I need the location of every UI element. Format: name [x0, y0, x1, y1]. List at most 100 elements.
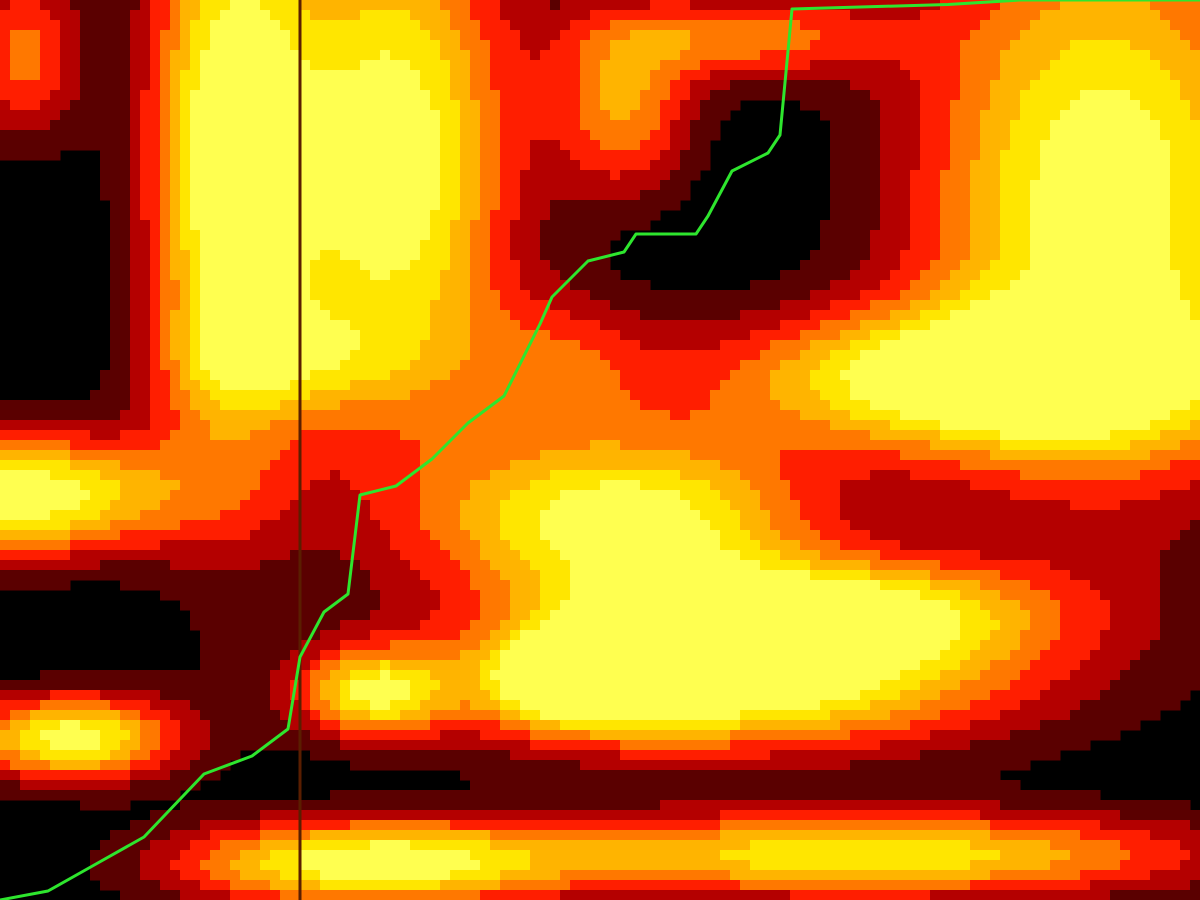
heatmap-cell	[200, 140, 211, 151]
heatmap-cell	[150, 290, 161, 301]
heatmap-cell	[910, 200, 921, 211]
heatmap-cell	[130, 290, 141, 301]
heatmap-cell	[700, 400, 711, 411]
heatmap-cell	[400, 30, 411, 41]
heatmap-cell	[340, 140, 351, 151]
heatmap-cell	[330, 100, 341, 111]
heatmap-cell	[40, 60, 51, 71]
heatmap-cell	[850, 110, 861, 121]
heatmap-cell	[170, 430, 181, 441]
heatmap-cell	[290, 280, 301, 291]
heatmap-cell	[880, 350, 891, 361]
heatmap-cell	[840, 240, 851, 251]
heatmap-cell	[1070, 80, 1081, 91]
heatmap-cell	[830, 260, 841, 271]
heatmap-cell	[20, 90, 31, 101]
heatmap-cell	[410, 370, 421, 381]
heatmap-cell	[900, 360, 911, 371]
heatmap-cell	[480, 430, 491, 441]
heatmap-cell	[650, 300, 661, 311]
heatmap-cell	[210, 240, 221, 251]
heatmap-cell	[950, 170, 961, 181]
heatmap-cell	[390, 260, 401, 271]
heatmap-cell	[410, 40, 421, 51]
heatmap-cell	[980, 250, 991, 261]
heatmap-cell	[460, 390, 471, 401]
heatmap-cell	[860, 60, 871, 71]
heatmap-cell	[1110, 40, 1121, 51]
heatmap-cell	[1190, 450, 1200, 461]
heatmap-cell	[950, 10, 961, 21]
heatmap-cell	[170, 380, 181, 391]
heatmap-cell	[490, 260, 501, 271]
heatmap-cell	[200, 350, 211, 361]
heatmap-cell	[740, 350, 751, 361]
heatmap-cell	[1040, 30, 1051, 41]
heatmap-cell	[630, 340, 641, 351]
heatmap-cell	[1050, 430, 1061, 441]
heatmap-cell	[840, 450, 851, 461]
heatmap-cell	[590, 10, 601, 21]
heatmap-cell	[1160, 340, 1171, 351]
heatmap-cell	[650, 360, 661, 371]
heatmap-cell	[670, 140, 681, 151]
heatmap-cell	[130, 180, 141, 191]
heatmap-cell	[150, 230, 161, 241]
heatmap-cell	[440, 90, 451, 101]
heatmap-cell	[500, 70, 511, 81]
heatmap-cell	[630, 140, 641, 151]
heatmap-cell	[630, 310, 641, 321]
heatmap-cell	[410, 50, 421, 61]
heatmap-cell	[950, 90, 961, 101]
heatmap-cell	[1190, 120, 1200, 131]
heatmap-cell	[280, 390, 291, 401]
heatmap-cell	[800, 400, 811, 411]
heatmap-cell	[1000, 440, 1011, 451]
heatmap-cell	[370, 0, 381, 11]
heatmap-cell	[1130, 120, 1141, 131]
heatmap-cell	[290, 40, 301, 51]
heatmap-cell	[680, 50, 691, 61]
heatmap-cell	[340, 0, 351, 11]
heatmap-cell	[850, 270, 861, 281]
heatmap-cell	[420, 180, 431, 191]
heatmap-cell	[220, 110, 231, 121]
heatmap-cell	[780, 350, 791, 361]
heatmap-cell	[680, 310, 691, 321]
heatmap-cell	[830, 360, 841, 371]
heatmap-cell	[1080, 360, 1091, 371]
heatmap-cell	[540, 150, 551, 161]
heatmap-cell	[90, 450, 101, 461]
heatmap-cell	[50, 150, 61, 161]
heatmap-cell	[820, 60, 831, 71]
heatmap-cell	[350, 200, 361, 211]
heatmap-cell	[690, 120, 701, 131]
heatmap-cell	[1090, 50, 1101, 61]
heatmap-cell	[320, 210, 331, 221]
heatmap-cell	[790, 450, 801, 461]
heatmap-cell	[840, 100, 851, 111]
heatmap-cell	[500, 210, 511, 221]
heatmap-cell	[510, 410, 521, 421]
heatmap-cell	[1030, 280, 1041, 291]
heatmap-cell	[100, 390, 111, 401]
heatmap-cell	[90, 70, 101, 81]
heatmap-cell	[310, 270, 321, 281]
heatmap-cell	[170, 190, 181, 201]
heatmap-cell	[170, 360, 181, 371]
heatmap-cell	[80, 20, 91, 31]
heatmap-cell	[1070, 190, 1081, 201]
heatmap-cell	[1180, 50, 1191, 61]
heatmap-cell	[810, 430, 821, 441]
heatmap-cell	[920, 170, 931, 181]
heatmap-cell	[860, 50, 871, 61]
heatmap-cell	[520, 390, 531, 401]
heatmap-cell	[510, 350, 521, 361]
heatmap-cell	[800, 420, 811, 431]
heatmap-cell	[320, 220, 331, 231]
heatmap-cell	[260, 40, 271, 51]
heatmap-cell	[390, 390, 401, 401]
heatmap-cell	[470, 90, 481, 101]
heatmap-cell	[580, 50, 591, 61]
